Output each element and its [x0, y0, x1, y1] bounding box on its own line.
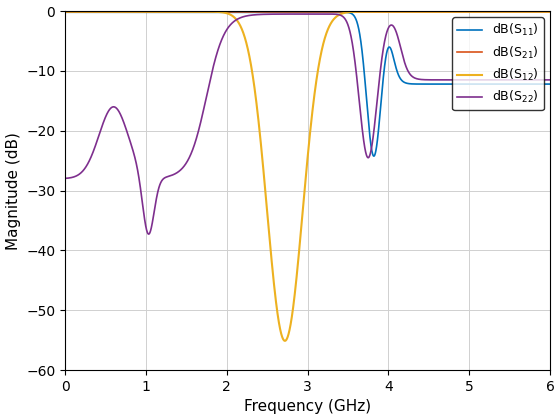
dB(S$_{22}$) [508, 77, 515, 82]
dB(S$_{22}$) [265, 12, 272, 17]
Line: dB(S$_{11}$): dB(S$_{11}$) [65, 12, 550, 156]
dB(S$_{22}$) [532, 77, 539, 82]
dB(S$_{12}$) [269, 269, 276, 274]
dB(S$_{21}$) [269, 9, 276, 14]
dB(S$_{11}$) [371, 154, 377, 159]
dB(S$_{22}$) [145, 231, 152, 236]
dB(S$_{21}$) [507, 9, 514, 14]
Legend: dB(S$_{11}$), dB(S$_{21}$), dB(S$_{12}$), dB(S$_{22}$): dB(S$_{11}$), dB(S$_{21}$), dB(S$_{12}$)… [452, 17, 544, 110]
X-axis label: Frequency (GHz): Frequency (GHz) [244, 399, 371, 415]
dB(S$_{21}$) [265, 9, 272, 14]
dB(S$_{12}$) [508, 9, 515, 14]
dB(S$_{22}$) [269, 12, 276, 17]
dB(S$_{11}$) [547, 81, 553, 87]
dB(S$_{21}$) [292, 9, 299, 14]
dB(S$_{11}$) [269, 10, 276, 15]
dB(S$_{11}$) [62, 10, 68, 15]
Y-axis label: Magnitude (dB): Magnitude (dB) [6, 132, 21, 249]
dB(S$_{22}$) [292, 11, 299, 16]
dB(S$_{22}$) [62, 176, 68, 181]
dB(S$_{12}$) [532, 9, 539, 14]
dB(S$_{21}$) [547, 9, 553, 14]
dB(S$_{11}$) [508, 81, 515, 87]
Line: dB(S$_{12}$): dB(S$_{12}$) [65, 12, 550, 341]
dB(S$_{12}$) [547, 9, 553, 14]
Line: dB(S$_{22}$): dB(S$_{22}$) [65, 14, 550, 234]
dB(S$_{11}$) [265, 10, 272, 15]
dB(S$_{12}$) [62, 9, 68, 14]
dB(S$_{11}$) [414, 81, 421, 87]
dB(S$_{12}$) [282, 339, 288, 344]
dB(S$_{11}$) [292, 10, 299, 15]
dB(S$_{22}$) [318, 11, 324, 16]
dB(S$_{22}$) [414, 76, 421, 81]
dB(S$_{12}$) [265, 228, 272, 233]
dB(S$_{21}$) [532, 9, 539, 14]
dB(S$_{12}$) [414, 9, 421, 14]
dB(S$_{22}$) [547, 77, 553, 82]
dB(S$_{12}$) [292, 284, 299, 289]
dB(S$_{21}$) [414, 9, 421, 14]
dB(S$_{21}$) [62, 9, 68, 14]
dB(S$_{11}$) [532, 81, 539, 87]
